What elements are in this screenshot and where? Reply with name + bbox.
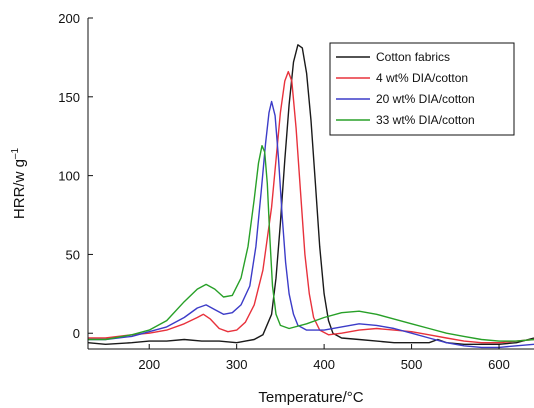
y-axis-title-superscript: –1	[10, 147, 21, 159]
y-tick-label: 100	[58, 169, 80, 184]
legend-label: 33 wt% DIA/cotton	[376, 113, 475, 127]
y-tick-label: 50	[66, 247, 80, 262]
x-tick-label: 400	[313, 357, 335, 372]
x-axis-title: Temperature/°C	[258, 389, 363, 406]
x-tick-label: 200	[138, 357, 160, 372]
legend-label: 4 wt% DIA/cotton	[376, 71, 468, 85]
legend-label: Cotton fabrics	[376, 50, 450, 64]
y-axis-title-main: HRR/w g	[11, 159, 28, 219]
y-tick-label: 0	[73, 326, 80, 341]
y-tick-label: 150	[58, 90, 80, 105]
ticks: 200 300 400 500 600 0 50 100 150 200	[58, 11, 510, 372]
legend-label: 20 wt% DIA/cotton	[376, 92, 475, 106]
series-line-4	[88, 145, 534, 342]
x-tick-label: 600	[488, 357, 510, 372]
y-tick-label: 200	[58, 11, 80, 26]
plot-lines	[87, 44, 534, 349]
series-line-3	[88, 100, 534, 349]
x-tick-label: 500	[401, 357, 423, 372]
y-axis-title: HRR/w g–1	[10, 147, 28, 219]
series-line-2	[88, 70, 534, 344]
series-line-1	[87, 44, 534, 345]
legend: Cotton fabrics 4 wt% DIA/cotton 20 wt% DIA…	[329, 42, 515, 136]
axes	[87, 18, 534, 350]
x-tick-label: 300	[226, 357, 248, 372]
